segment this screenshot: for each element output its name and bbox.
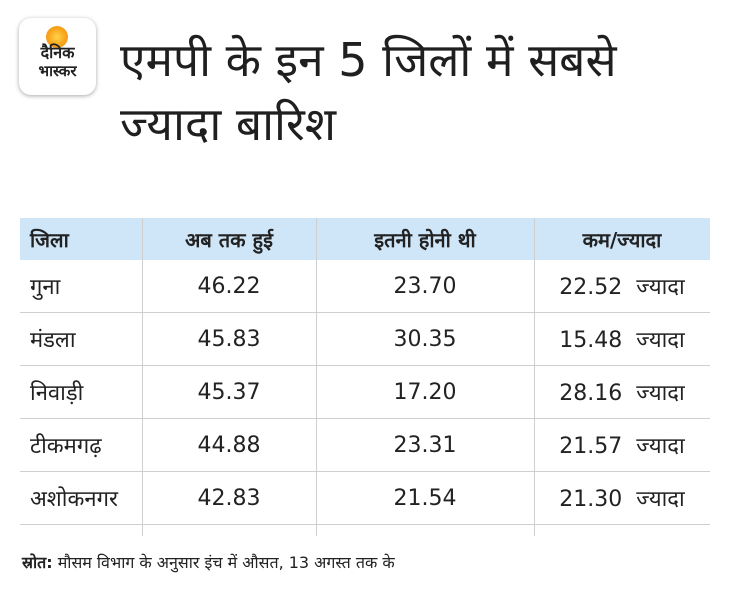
table-row: टीकमगढ़ 44.88 23.31 21.57 ज्यादा bbox=[20, 419, 710, 472]
cell-expected: 21.54 bbox=[393, 485, 457, 511]
column-divider bbox=[316, 218, 317, 536]
cell-diff: 22.52 ज्यादा bbox=[534, 271, 710, 301]
cell-actual: 45.37 bbox=[197, 379, 261, 405]
cell-expected: 17.20 bbox=[393, 379, 457, 405]
logo-text-line2: भास्कर bbox=[38, 62, 77, 80]
cell-actual: 42.83 bbox=[197, 485, 261, 511]
diff-value: 21.57 bbox=[559, 434, 623, 459]
cell-actual: 45.83 bbox=[197, 326, 261, 352]
cell-district: निवाड़ी bbox=[30, 381, 84, 406]
cell-expected: 23.70 bbox=[393, 273, 457, 299]
dainik-bhaskar-logo: दैनिक भास्कर bbox=[19, 18, 96, 95]
column-divider bbox=[142, 218, 143, 536]
diff-value: 15.48 bbox=[559, 328, 623, 353]
cell-diff: 21.57 ज्यादा bbox=[534, 430, 710, 460]
diff-value: 28.16 bbox=[559, 381, 623, 406]
cell-actual: 46.22 bbox=[197, 273, 261, 299]
cell-diff: 15.48 ज्यादा bbox=[534, 324, 710, 354]
diff-label: ज्यादा bbox=[636, 434, 685, 459]
diff-label: ज्यादा bbox=[636, 487, 685, 512]
cell-expected: 30.35 bbox=[393, 326, 457, 352]
cell-district: टीकमगढ़ bbox=[30, 434, 102, 459]
table-row: अशोकनगर 42.83 21.54 21.30 ज्यादा bbox=[20, 472, 710, 525]
header-expected: इतनी होनी थी bbox=[374, 227, 476, 252]
rainfall-table: जिला अब तक हुई इतनी होनी थी कम/ज्यादा गु… bbox=[20, 218, 710, 536]
diff-value: 21.30 bbox=[559, 487, 623, 512]
diff-label: ज्यादा bbox=[636, 381, 685, 406]
cell-district: गुना bbox=[30, 275, 61, 300]
diff-label: ज्यादा bbox=[636, 275, 685, 300]
cell-diff: 28.16 ज्यादा bbox=[534, 377, 710, 407]
sun-icon bbox=[46, 26, 68, 48]
diff-value: 22.52 bbox=[559, 275, 623, 300]
cell-diff: 21.30 ज्यादा bbox=[534, 483, 710, 513]
header-diff: कम/ज्यादा bbox=[582, 227, 662, 252]
cell-actual: 44.88 bbox=[197, 432, 261, 458]
table-row: निवाड़ी 45.37 17.20 28.16 ज्यादा bbox=[20, 366, 710, 419]
cell-district: अशोकनगर bbox=[30, 487, 118, 512]
source-label: स्रोत: bbox=[22, 553, 53, 572]
table-row: मंडला 45.83 30.35 15.48 ज्यादा bbox=[20, 313, 710, 366]
source-note: स्रोत: मौसम विभाग के अनुसार इंच में औसत,… bbox=[22, 551, 395, 573]
table-row: गुना 46.22 23.70 22.52 ज्यादा bbox=[20, 260, 710, 313]
page-title: एमपी के इन 5 जिलों में सबसे ज्यादा बारिश bbox=[120, 33, 617, 151]
header-district: जिला bbox=[30, 227, 69, 252]
cell-expected: 23.31 bbox=[393, 432, 457, 458]
logo-text-line1: दैनिक bbox=[40, 43, 75, 62]
header-actual: अब तक हुई bbox=[185, 227, 273, 252]
table-header: जिला अब तक हुई इतनी होनी थी कम/ज्यादा bbox=[20, 218, 710, 260]
cell-district: मंडला bbox=[30, 328, 76, 353]
column-divider bbox=[534, 218, 535, 536]
diff-label: ज्यादा bbox=[636, 328, 685, 353]
source-text: मौसम विभाग के अनुसार इंच में औसत, 13 अगस… bbox=[52, 553, 395, 572]
